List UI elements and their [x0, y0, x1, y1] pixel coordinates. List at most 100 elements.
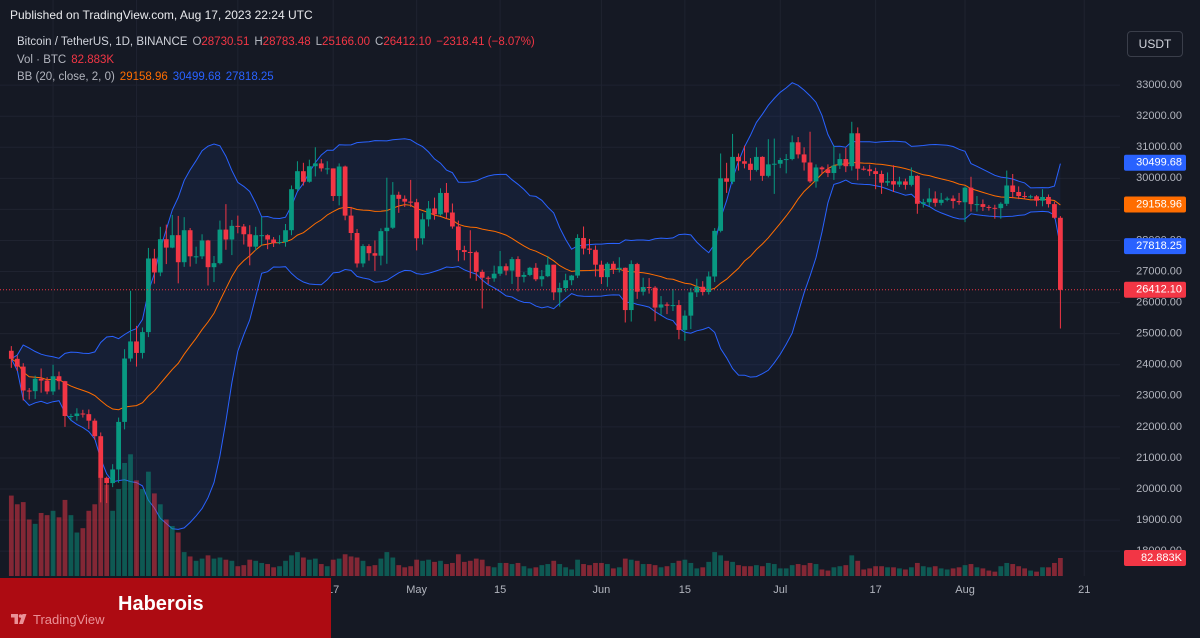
volume-bar: [372, 565, 378, 576]
candle-body: [295, 171, 300, 190]
volume-bar: [980, 568, 986, 576]
volume-bar: [438, 560, 443, 576]
volume-bar: [926, 567, 932, 576]
volume-bar: [253, 560, 259, 576]
volume-bar: [616, 567, 622, 576]
candle-body: [50, 376, 56, 392]
y-tick-label: 32000.00: [1136, 110, 1182, 122]
volume-bar: [414, 559, 420, 576]
volume-bar: [157, 504, 163, 576]
candle-body: [873, 171, 878, 174]
volume-bar: [175, 532, 181, 576]
candle-body: [676, 305, 682, 330]
candle-body: [199, 240, 205, 257]
volume-bar: [974, 567, 980, 576]
candle-body: [903, 181, 908, 185]
volume-bar: [354, 557, 360, 576]
candle-body: [151, 258, 157, 273]
candle-body: [897, 181, 902, 185]
candle-body: [414, 202, 420, 239]
volume-bar: [664, 566, 670, 576]
volume-bar: [402, 567, 408, 576]
volume-bar: [795, 564, 801, 576]
candle-body: [306, 166, 312, 182]
volume-bar: [1058, 557, 1063, 576]
volume-bar: [849, 555, 855, 576]
currency-button[interactable]: USDT: [1127, 31, 1183, 57]
candle-body: [1034, 196, 1039, 201]
volume-bar: [134, 480, 139, 576]
low-prefix: L: [315, 36, 323, 48]
x-tick-label: Jul: [773, 584, 787, 596]
candle-body: [640, 287, 646, 292]
volume-bar: [867, 568, 873, 576]
candle-body: [980, 204, 986, 207]
candle-body: [605, 263, 610, 278]
candle-body: [998, 203, 1004, 209]
candle-body: [259, 235, 265, 237]
x-tick-label: May: [406, 584, 427, 596]
volume-bar: [515, 562, 521, 576]
candle-body: [38, 378, 44, 381]
candle-body: [819, 167, 825, 170]
candle-body: [986, 206, 992, 208]
plot-area: [0, 82, 1120, 576]
candle-body: [515, 259, 521, 277]
symbol-legend: Bitcoin / TetherUS, 1D, BINANCE O28730.5…: [17, 36, 535, 48]
candle-body: [891, 181, 896, 185]
x-tick-label: 17: [869, 584, 881, 596]
bb-lower: [10, 179, 1061, 530]
volume-bar: [682, 559, 688, 576]
candle-body: [801, 154, 807, 163]
volume-bar: [777, 568, 783, 576]
volume-bar: [527, 568, 533, 576]
candle-body: [682, 315, 688, 330]
volume-bar: [20, 502, 26, 576]
volume-bar: [259, 562, 265, 576]
candle-body: [527, 267, 533, 275]
volume-bar: [342, 554, 348, 576]
candle-body: [587, 248, 592, 250]
volume-bar: [885, 567, 890, 576]
candle-body: [658, 304, 664, 308]
volume-bar: [575, 559, 580, 576]
candle-body: [569, 275, 575, 281]
volume-bar: [163, 519, 169, 576]
volume-bar: [1052, 562, 1057, 576]
x-tick-label: 15: [679, 584, 691, 596]
candle-body: [974, 204, 980, 206]
candle-body: [789, 142, 795, 160]
candle-body: [539, 276, 545, 280]
candle-body: [104, 477, 110, 484]
volume-bar: [962, 565, 968, 576]
volume-bar: [497, 562, 503, 576]
candle-body: [20, 366, 26, 391]
volume-bar: [897, 568, 902, 576]
candle-body: [378, 231, 384, 256]
volume-bar: [312, 558, 318, 576]
price-axis: 18000.0019000.0020000.0021000.0022000.00…: [1124, 79, 1186, 566]
volume-bar: [98, 471, 104, 576]
candle-body: [646, 287, 652, 289]
candle-body: [593, 249, 598, 265]
candle-body: [384, 227, 390, 232]
candle-body: [831, 165, 837, 174]
y-tick-label: 31000.00: [1136, 141, 1182, 153]
candle-body: [837, 159, 843, 166]
candle-body: [885, 181, 890, 183]
volume-bar: [330, 559, 336, 576]
volume-value: 82.883K: [71, 54, 115, 66]
candle-body: [408, 201, 414, 203]
volume-bar: [610, 568, 616, 576]
last-price-badge: 26412.10: [1136, 284, 1182, 296]
volume-bar: [128, 454, 133, 576]
high-value: 28783.48: [262, 36, 311, 48]
volume-bar: [295, 552, 300, 576]
candle-body: [932, 198, 938, 203]
volume-bar: [348, 556, 354, 576]
volume-bar: [908, 567, 914, 576]
bb-basis-value: 29158.96: [119, 71, 168, 83]
volume-bar: [122, 462, 127, 576]
change-value: −2318.41 (−8.07%): [436, 36, 535, 48]
candle-body: [962, 187, 968, 203]
